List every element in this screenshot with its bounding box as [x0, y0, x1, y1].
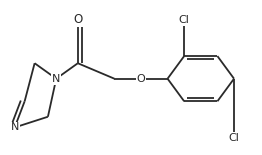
Text: N: N — [10, 122, 19, 133]
Text: Cl: Cl — [179, 15, 190, 25]
Text: O: O — [137, 74, 145, 84]
Text: N: N — [52, 74, 61, 84]
Text: O: O — [73, 13, 83, 26]
Text: Cl: Cl — [228, 133, 239, 143]
